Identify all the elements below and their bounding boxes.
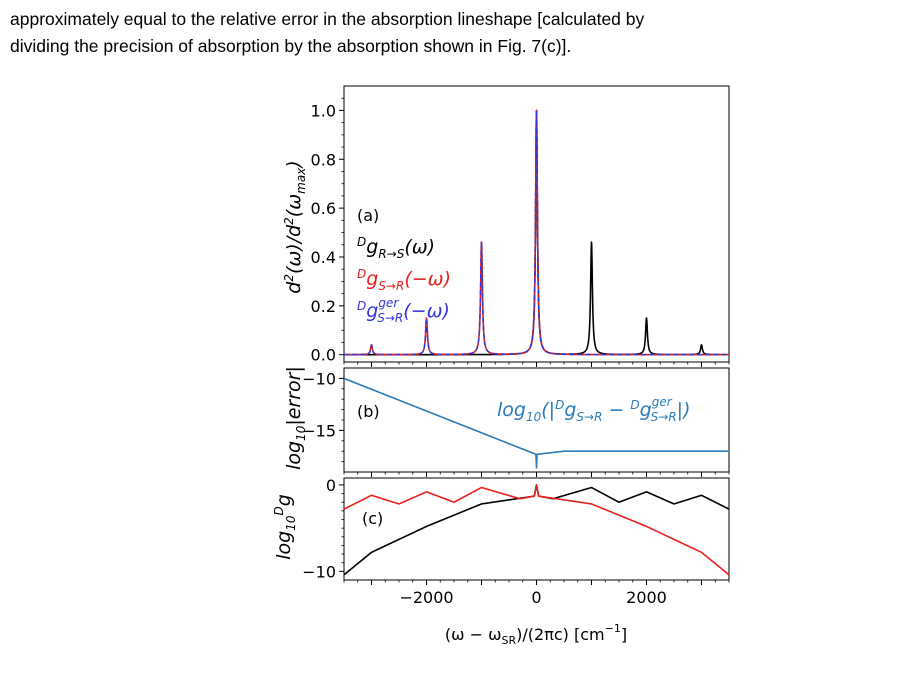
xtick-label: −2000: [399, 588, 453, 607]
ylabel-c: log10Dg: [272, 494, 298, 560]
xlabel: (ω − ωSR)/(2πc) [cm−1]: [445, 622, 627, 647]
paragraph-line: dividing the precision of absorption by …: [10, 36, 572, 56]
ytick-label-a: 0.2: [311, 297, 336, 316]
series-a-1: [343, 109, 730, 356]
ytick-label-b: −15: [302, 421, 336, 440]
legend-black: DgR→S(ω): [357, 235, 435, 261]
ytick-label-a: 0.4: [311, 248, 336, 267]
series-c-1: [343, 484, 730, 576]
ytick-label-a: 0.0: [311, 346, 336, 365]
tick-labels: 0.0 0.2 0.4 0.6 0.8 1.0 −10 −15 0 −10 −2000 0 2000: [302, 101, 667, 607]
ytick-label-b: −10: [302, 369, 336, 388]
ytick-label-c: −10: [302, 562, 336, 581]
paragraph-line: approximately equal to the relative erro…: [10, 9, 645, 29]
ytick-label-a: 0.6: [311, 199, 336, 218]
series-c-0: [343, 484, 730, 576]
xtick-label: 0: [531, 588, 541, 607]
panel-b-label: (b): [357, 402, 380, 421]
series-b-0: [343, 377, 730, 469]
panel-c-frame: [343, 477, 730, 581]
panel-a-label: (a): [357, 206, 379, 225]
legend-b: log10(|DgS→R − Dgger S→R|): [497, 395, 691, 424]
tick-marks: [339, 97, 730, 585]
ytick-label-c: 0: [326, 476, 336, 495]
ylabel-b: log10|error|: [283, 366, 308, 470]
legend-blue: Dgger S→R(−ω): [357, 296, 450, 325]
chart-curves: [343, 109, 730, 576]
ytick-label-a: 1.0: [311, 101, 336, 120]
xtick-label: 2000: [626, 588, 667, 607]
legend-red: DgS→R(−ω): [357, 267, 451, 293]
panel-c-label: (c): [362, 509, 383, 528]
ylabel-a: d2(ω)/d2(ωmax): [282, 160, 308, 293]
ytick-label-a: 0.8: [311, 150, 336, 169]
body-paragraph: approximately equal to the relative erro…: [10, 6, 905, 60]
